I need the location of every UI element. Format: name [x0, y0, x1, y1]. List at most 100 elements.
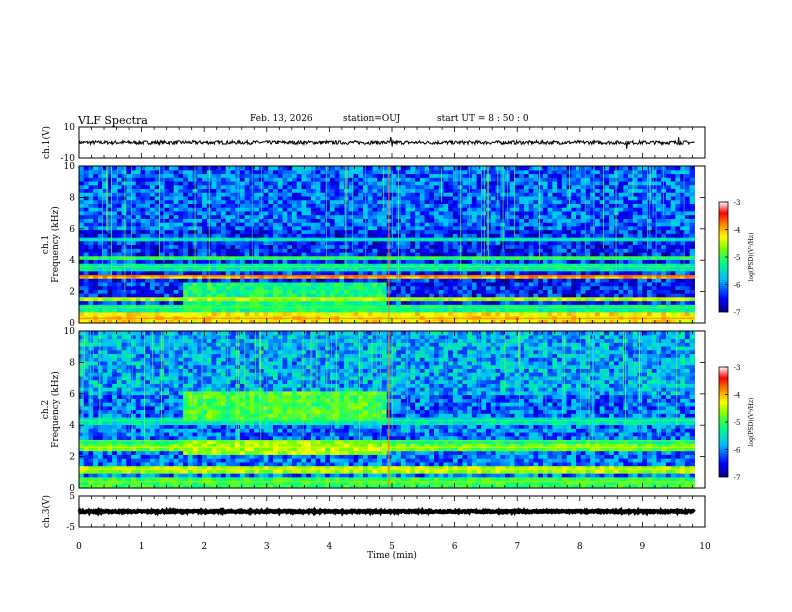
heat-cell	[244, 214, 250, 219]
heat-cell	[599, 188, 606, 193]
heat-cell	[434, 225, 440, 231]
heat-cell	[509, 266, 516, 272]
heat-cell	[173, 210, 179, 216]
heat-cell	[353, 270, 359, 276]
heat-cell	[320, 237, 326, 242]
heat-cell	[221, 304, 227, 309]
heat-cell	[405, 304, 411, 309]
heat-cell	[528, 285, 535, 290]
heat-cell	[221, 278, 227, 283]
heat-cell	[221, 296, 227, 302]
heat-cell	[599, 222, 606, 227]
heat-cell	[372, 270, 378, 276]
heat-cell	[93, 188, 99, 193]
heat-cell	[429, 225, 435, 231]
heat-cell	[509, 233, 516, 238]
heat-cell	[121, 229, 127, 234]
heat-cell	[538, 173, 544, 178]
heat-cell	[590, 296, 596, 302]
heat-cell	[306, 169, 312, 175]
heat-cell	[594, 222, 601, 227]
heat-cell	[372, 251, 378, 257]
heat-cell	[282, 166, 288, 171]
heat-cell	[254, 210, 260, 216]
heat-cell	[254, 214, 260, 219]
heat-cell	[599, 296, 606, 302]
heat-cell	[348, 285, 355, 290]
heat-cell	[197, 229, 203, 234]
heat-cell	[315, 293, 322, 298]
heat-cell	[471, 166, 478, 171]
heat-cell	[97, 319, 104, 324]
heat-cell	[542, 233, 549, 238]
heat-cell	[424, 222, 430, 227]
heat-cell	[429, 222, 435, 227]
heat-cell	[325, 285, 331, 290]
heat-cell	[159, 274, 165, 279]
heat-cell	[306, 278, 312, 283]
heat-cell	[112, 251, 118, 257]
heat-cell	[202, 285, 208, 290]
heat-cell	[254, 188, 260, 193]
heat-cell	[557, 188, 563, 193]
heat-cell	[509, 281, 516, 287]
heat-cell	[135, 180, 142, 186]
heat-cell	[452, 207, 459, 212]
heat-cell	[552, 222, 558, 227]
heat-cell	[519, 304, 525, 309]
heat-cell	[178, 274, 184, 279]
heat-cell	[239, 188, 246, 193]
heat-cell	[353, 244, 359, 249]
heat-cell	[552, 237, 558, 242]
ch1-spectrogram-cells	[79, 166, 695, 324]
heat-cell	[159, 300, 165, 305]
heat-cell	[239, 195, 246, 201]
heat-cell	[315, 308, 322, 313]
heat-cell	[471, 188, 478, 193]
heat-cell	[93, 304, 99, 309]
heat-cell	[239, 293, 246, 298]
heat-cell	[353, 285, 359, 290]
heat-cell	[400, 263, 407, 268]
heat-cell	[168, 270, 175, 276]
heat-cell	[552, 248, 558, 253]
heat-cell	[500, 266, 506, 272]
heat-cell	[339, 311, 345, 317]
heat-cell	[230, 177, 236, 182]
heat-cell	[372, 229, 378, 234]
heat-cell	[580, 237, 587, 242]
heat-cell	[334, 199, 340, 204]
heat-cell	[112, 218, 118, 223]
heat-cell	[225, 195, 232, 201]
heat-cell	[363, 319, 369, 324]
heat-cell	[372, 169, 378, 175]
heat-cell	[628, 296, 634, 302]
heat-cell	[206, 304, 213, 309]
heat-cell	[325, 281, 331, 287]
heat-cell	[419, 285, 426, 290]
heat-cell	[580, 266, 587, 272]
heat-cell	[585, 285, 591, 290]
heat-cell	[495, 270, 501, 276]
heat-cell	[145, 173, 151, 178]
heat-cell	[159, 293, 165, 298]
heat-cell	[594, 166, 601, 171]
heat-cell	[334, 315, 340, 320]
heat-cell	[590, 203, 596, 208]
heat-cell	[391, 311, 397, 317]
heat-cell	[495, 233, 501, 238]
heat-cell	[542, 244, 549, 249]
heat-cell	[216, 207, 222, 212]
heat-cell	[244, 233, 250, 238]
heat-cell	[211, 188, 217, 193]
heat-cell	[211, 173, 217, 178]
heat-cell	[618, 199, 624, 204]
heat-cell	[348, 270, 355, 276]
heat-cell	[216, 289, 222, 294]
heat-cell	[159, 251, 165, 257]
heat-cell	[424, 270, 430, 276]
heat-cell	[121, 281, 127, 287]
heat-cell	[467, 218, 473, 223]
heat-cell	[576, 315, 582, 320]
heat-cell	[159, 169, 165, 175]
